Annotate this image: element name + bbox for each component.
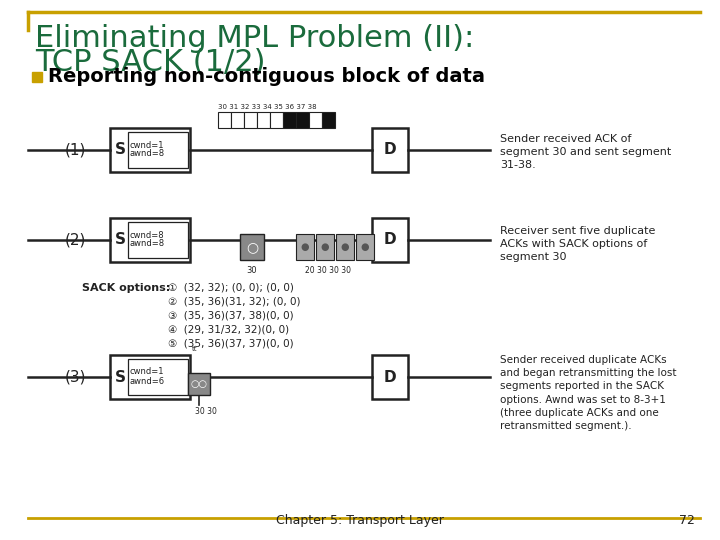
Text: (1): (1): [65, 143, 86, 158]
Text: SACK options:: SACK options:: [82, 283, 170, 293]
Text: cwnd=1: cwnd=1: [130, 140, 164, 150]
Text: S: S: [115, 233, 126, 247]
Text: S: S: [115, 143, 126, 158]
Text: (3): (3): [65, 369, 86, 384]
Text: ①  (32, 32); (0, 0); (0, 0): ① (32, 32); (0, 0); (0, 0): [168, 283, 294, 293]
Text: ⑤  (35, 36)(37, 37)(0, 0): ⑤ (35, 36)(37, 37)(0, 0): [168, 339, 294, 349]
Text: cwnd=1: cwnd=1: [130, 368, 164, 376]
Bar: [296, 112, 309, 128]
Text: (2): (2): [65, 233, 86, 247]
Text: Receiver sent five duplicate
ACKs with SACK options of
segment 30: Receiver sent five duplicate ACKs with S…: [500, 226, 655, 262]
Bar: [257, 112, 270, 128]
Bar: [128, 222, 188, 258]
Bar: [244, 112, 257, 128]
Bar: [296, 234, 314, 260]
Bar: [356, 234, 374, 260]
Text: Eliminating MPL Problem (II):: Eliminating MPL Problem (II):: [35, 24, 474, 53]
Text: Sender received duplicate ACKs
and began retransmitting the lost
segments report: Sender received duplicate ACKs and began…: [500, 355, 677, 431]
Text: Chapter 5: Transport Layer: Chapter 5: Transport Layer: [276, 514, 444, 527]
Text: ●: ●: [301, 242, 310, 252]
Text: ②  (35, 36)(31, 32); (0, 0): ② (35, 36)(31, 32); (0, 0): [168, 297, 300, 307]
Bar: [128, 132, 188, 168]
Text: ●: ●: [320, 242, 329, 252]
Bar: [240, 234, 264, 260]
Text: TCP SACK (1/2): TCP SACK (1/2): [35, 48, 266, 77]
Bar: [372, 128, 408, 172]
Bar: [372, 218, 408, 262]
Bar: [322, 112, 335, 128]
Text: awnd=8: awnd=8: [130, 240, 165, 248]
Text: Reporting non-contiguous block of data: Reporting non-contiguous block of data: [48, 68, 485, 86]
Bar: [231, 112, 244, 128]
Bar: [336, 234, 354, 260]
Text: ○○: ○○: [191, 379, 207, 389]
Bar: [372, 355, 408, 399]
Bar: [110, 355, 190, 399]
Text: awnd=6: awnd=6: [130, 376, 165, 386]
Bar: [283, 112, 296, 128]
Text: cwnd=8: cwnd=8: [130, 231, 165, 240]
Bar: [309, 112, 322, 128]
Bar: [188, 373, 210, 395]
Text: 30: 30: [247, 266, 257, 275]
Text: 72: 72: [679, 514, 695, 527]
Text: ③  (35, 36)(37, 38)(0, 0): ③ (35, 36)(37, 38)(0, 0): [168, 311, 294, 321]
Text: D: D: [384, 233, 396, 247]
Text: D: D: [384, 143, 396, 158]
Bar: [218, 112, 231, 128]
Text: ○: ○: [246, 240, 258, 254]
Bar: [270, 112, 283, 128]
Bar: [32, 72, 42, 82]
Text: ④  (29, 31/32, 32)(0, 0): ④ (29, 31/32, 32)(0, 0): [168, 325, 289, 335]
Text: tt: tt: [192, 346, 197, 352]
Text: awnd=8: awnd=8: [130, 150, 165, 159]
Text: ●: ●: [361, 242, 369, 252]
Text: ●: ●: [341, 242, 349, 252]
Bar: [110, 128, 190, 172]
Text: 20 30 30 30: 20 30 30 30: [305, 266, 351, 275]
Text: D: D: [384, 369, 396, 384]
Text: Sender received ACK of
segment 30 and sent segment
31-38.: Sender received ACK of segment 30 and se…: [500, 134, 671, 171]
Bar: [316, 234, 334, 260]
Text: 30 31 32 33 34 35 36 37 38: 30 31 32 33 34 35 36 37 38: [218, 104, 317, 110]
Bar: [110, 218, 190, 262]
Text: S: S: [115, 369, 126, 384]
Text: 30 30: 30 30: [195, 407, 217, 416]
Bar: [128, 359, 188, 395]
